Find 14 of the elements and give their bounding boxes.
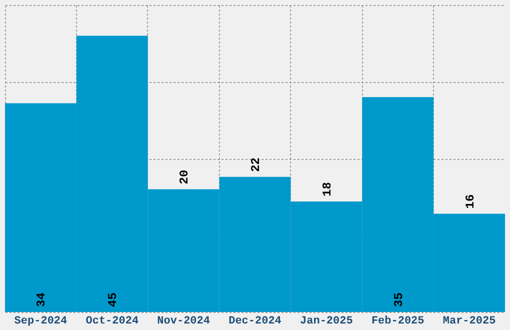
x-tick-label: Mar-2025 [442, 316, 496, 328]
data-label: 45 [106, 292, 120, 307]
data-label: 22 [249, 158, 263, 172]
data-label: 20 [178, 170, 192, 184]
data-label: 16 [463, 194, 478, 209]
data-label: 34 [34, 292, 49, 307]
x-tick-label: Sep-2024 [14, 316, 68, 328]
data-label: 18 [320, 182, 334, 196]
x-tick-label: Dec-2024 [228, 316, 282, 328]
x-tick-label: Jan-2025 [300, 316, 354, 328]
x-tick-label: Nov-2024 [157, 316, 210, 328]
x-tick-label: Feb-2025 [371, 316, 425, 328]
x-tick-label: Oct-2024 [86, 316, 139, 328]
data-label: 35 [392, 292, 406, 307]
